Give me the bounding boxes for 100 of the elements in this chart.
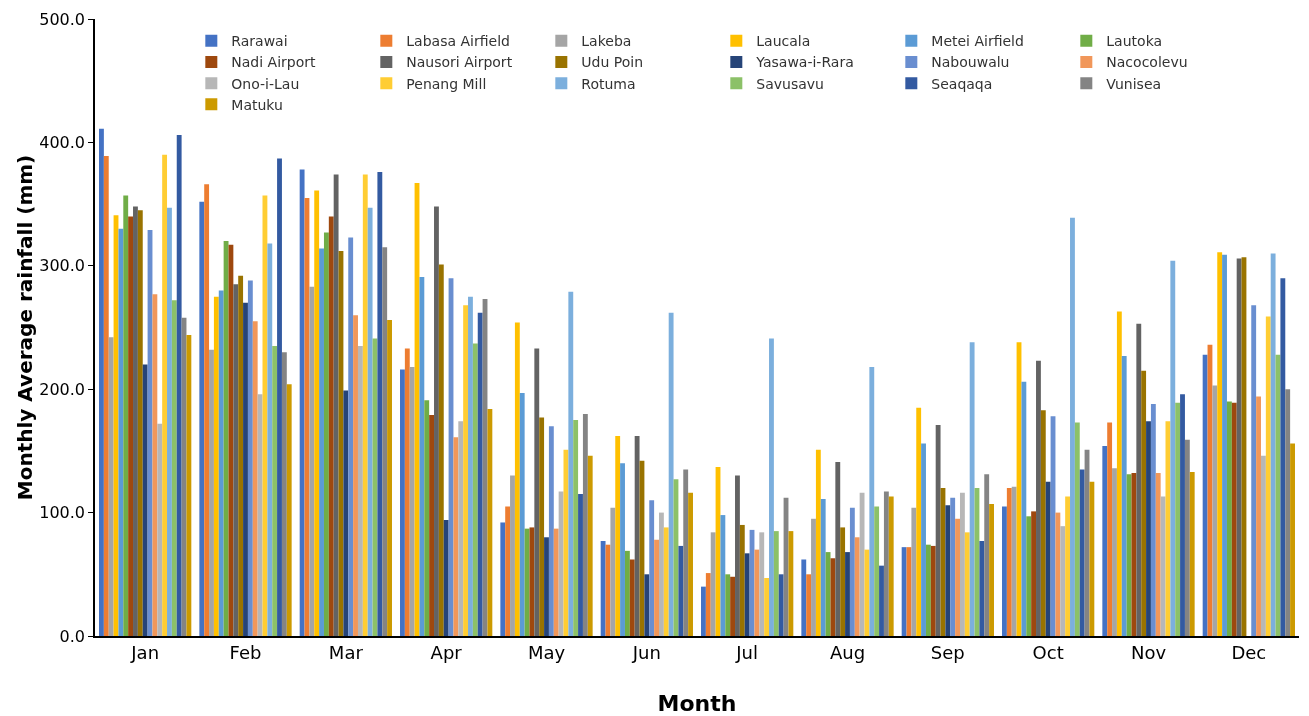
bar (620, 463, 625, 636)
bar (811, 518, 816, 636)
bar (519, 392, 525, 636)
bar (610, 507, 616, 636)
bar (286, 384, 292, 636)
bar (744, 553, 750, 636)
bar (257, 394, 263, 636)
bar (277, 158, 282, 636)
bar (1251, 305, 1257, 636)
bar (176, 135, 182, 636)
bar (925, 544, 931, 636)
bar (209, 349, 214, 636)
bar (806, 574, 812, 636)
bar (157, 423, 163, 636)
bar (678, 545, 684, 636)
bar (582, 413, 588, 636)
bar (162, 154, 168, 636)
bar (382, 247, 388, 636)
legend-label: Rarawai (231, 33, 288, 50)
bar (658, 512, 664, 636)
bar (362, 174, 368, 636)
bar (133, 206, 138, 636)
bar (333, 174, 339, 636)
bar (945, 505, 951, 636)
bar (128, 216, 134, 636)
bar (654, 539, 659, 636)
bar (539, 417, 545, 636)
bar (419, 276, 425, 636)
bar (883, 491, 889, 636)
y-tick-label: 400.0 (39, 133, 86, 152)
bar (869, 366, 875, 636)
bar (1256, 396, 1261, 636)
bar (801, 559, 807, 636)
legend-label: Nacocolevu (1106, 54, 1188, 71)
bar (730, 576, 736, 636)
bar (725, 574, 731, 636)
bar (142, 364, 148, 636)
bar (400, 369, 405, 636)
bar (424, 400, 430, 636)
bar (357, 346, 363, 636)
bar (764, 578, 770, 636)
bar (353, 315, 358, 636)
bar (1146, 421, 1151, 636)
bar (524, 528, 530, 636)
bar (1270, 253, 1276, 636)
bar (663, 527, 669, 636)
bar (1121, 355, 1127, 636)
bar (840, 527, 846, 636)
bar (558, 491, 564, 636)
bar (701, 586, 706, 636)
legend-label: Labasa Airfield (406, 33, 510, 50)
bar (487, 408, 493, 636)
x-tick-label: Aug (829, 642, 866, 664)
bar (434, 206, 439, 636)
bar (964, 532, 970, 636)
bar (845, 552, 850, 636)
legend-label: Lakeba (581, 33, 632, 50)
legend-label: Ono-i-Lau (231, 75, 300, 92)
bar (568, 291, 574, 636)
bar (309, 286, 315, 636)
bar (788, 531, 794, 636)
bar (267, 243, 273, 636)
x-tick-label: Nov (1130, 642, 1167, 664)
y-tick-label: 0.0 (59, 626, 86, 646)
bar (854, 537, 860, 636)
bar (377, 172, 383, 636)
bar (343, 390, 349, 636)
bar (323, 232, 329, 636)
bar (238, 275, 244, 636)
bar (1112, 468, 1117, 636)
x-axis-title: Month (657, 691, 737, 716)
bar (1226, 401, 1232, 636)
bar (1160, 496, 1166, 636)
x-tick-label: Feb (229, 642, 262, 664)
legend-label: Laucala (756, 33, 811, 50)
bar (769, 338, 774, 636)
x-tick-label: Jun (631, 642, 661, 664)
x-tick-label: Jul (735, 642, 759, 664)
bar (1217, 252, 1223, 636)
bar (1002, 506, 1007, 636)
bar (186, 334, 192, 636)
x-tick-label: Jan (130, 642, 160, 664)
bar (835, 462, 841, 636)
bar (1074, 422, 1080, 636)
x-tick-label: Mar (328, 642, 364, 664)
bar (1107, 422, 1113, 636)
bar (1222, 254, 1227, 636)
bar (911, 507, 917, 636)
bar (199, 201, 205, 636)
bar (443, 520, 449, 636)
bar (634, 436, 640, 636)
bar (553, 528, 559, 636)
bar (99, 128, 104, 636)
bar (959, 492, 965, 636)
bar (458, 421, 464, 636)
y-tick-label: 300.0 (39, 256, 86, 276)
bar (103, 155, 109, 636)
bar (1136, 323, 1142, 636)
bar (688, 492, 693, 636)
bar (387, 320, 392, 636)
